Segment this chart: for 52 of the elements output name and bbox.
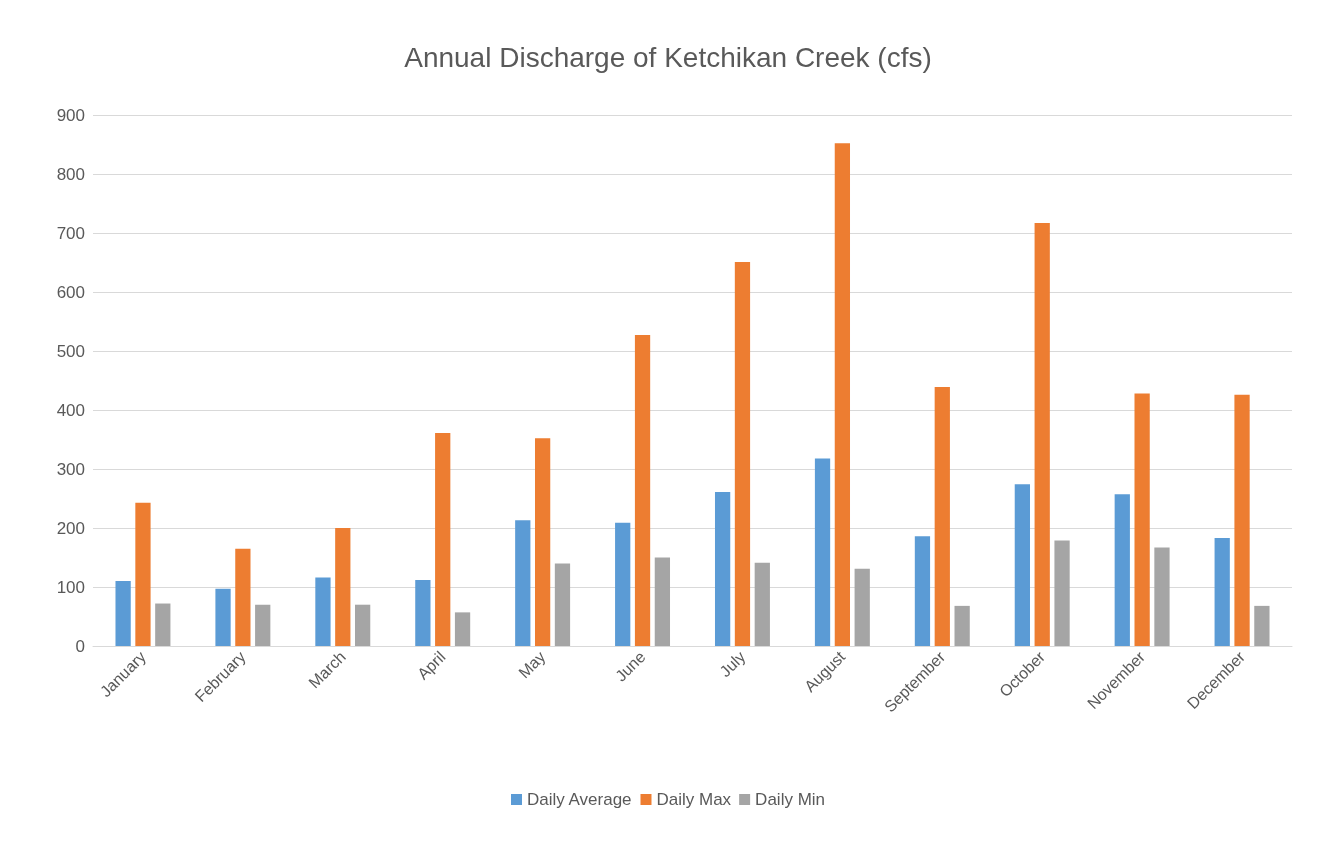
- y-tick-label: 100: [56, 577, 85, 597]
- bar: [235, 548, 251, 646]
- bar: [854, 568, 870, 646]
- bar: [415, 579, 431, 646]
- y-tick-label: 800: [56, 164, 85, 184]
- bar: [255, 604, 271, 646]
- x-tick-label: July: [716, 647, 749, 681]
- bar: [1014, 484, 1030, 646]
- bar: [115, 581, 131, 646]
- legend-label: Daily Min: [755, 790, 826, 809]
- bar: [934, 386, 950, 646]
- y-tick-label: 400: [56, 400, 85, 420]
- bar: [814, 458, 831, 646]
- bar: [1034, 222, 1050, 646]
- y-tick-label: 0: [75, 636, 85, 656]
- y-tick-label: 200: [56, 518, 85, 538]
- chart-title: Annual Discharge of Ketchikan Creek (cfs): [404, 41, 932, 73]
- bar: [335, 528, 351, 646]
- y-tick-label: 500: [56, 341, 85, 361]
- bar: [435, 433, 451, 646]
- bar: [1234, 394, 1250, 646]
- bar: [615, 522, 631, 646]
- y-tick-label: 900: [56, 105, 85, 125]
- bar: [1154, 547, 1170, 646]
- bar: [954, 605, 970, 646]
- bar: [155, 603, 171, 646]
- bar: [1254, 605, 1270, 646]
- y-tick-label: 700: [56, 223, 85, 243]
- bar: [634, 335, 651, 646]
- bar: [554, 563, 571, 646]
- bar: [355, 604, 371, 646]
- y-tick-label: 300: [56, 459, 85, 479]
- bar: [834, 143, 851, 646]
- bar: [315, 577, 331, 646]
- legend-label: Daily Max: [656, 790, 732, 809]
- bar: [654, 557, 671, 646]
- bar: [754, 562, 770, 646]
- legend-label: Daily Average: [526, 790, 632, 809]
- bar: [215, 588, 231, 646]
- bar: [1134, 393, 1150, 646]
- bar: [135, 502, 151, 646]
- bar: [1054, 540, 1070, 646]
- bar: [714, 492, 731, 646]
- x-tick-label: May: [515, 647, 549, 682]
- bar: [1114, 494, 1130, 646]
- bar: [734, 261, 751, 646]
- bar: [534, 438, 551, 646]
- bar: [454, 612, 471, 646]
- bar: [914, 536, 931, 646]
- bar: [1214, 538, 1230, 646]
- bar: [515, 520, 531, 646]
- y-tick-label: 600: [56, 282, 85, 302]
